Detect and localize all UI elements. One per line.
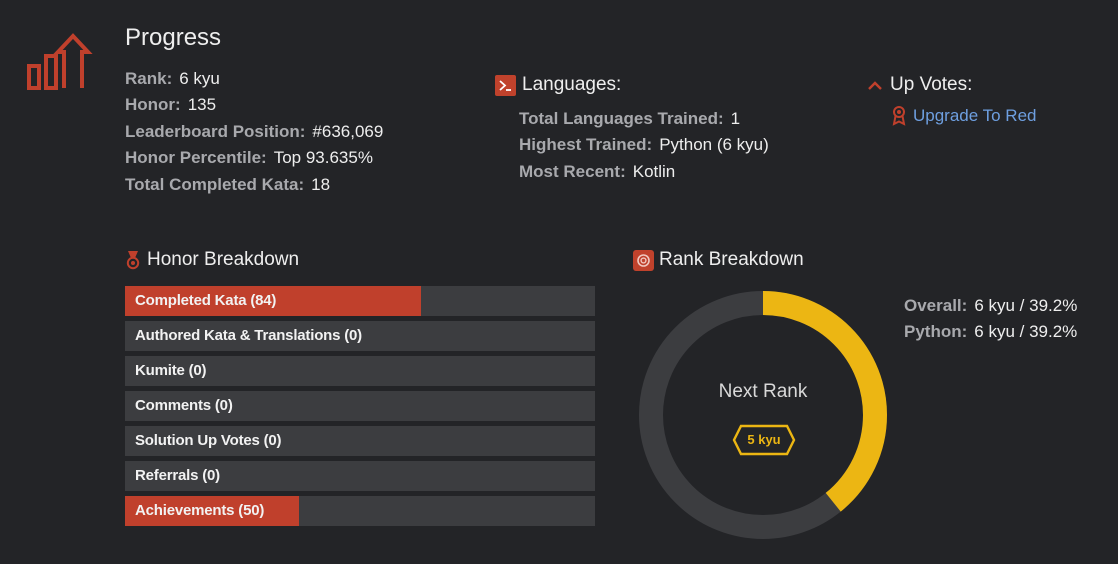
- page-title: Progress: [125, 24, 222, 51]
- donut-progress-arc: [639, 291, 887, 539]
- medal-icon: [126, 251, 140, 270]
- profile-stats: Rank: 6 kyu Honor: 135 Leaderboard Positio…: [125, 66, 383, 198]
- progress-chart-icon: [27, 33, 93, 90]
- terminal-icon: [495, 74, 516, 96]
- honor-breakdown-header: Honor Breakdown: [125, 249, 299, 271]
- rank-breakdown-header: Rank Breakdown: [633, 249, 804, 271]
- languages-title: Languages:: [522, 74, 622, 95]
- honor-bar-completed-kata: Completed Kata (84): [125, 286, 595, 316]
- upvotes-title: Up Votes:: [890, 74, 973, 95]
- stat-completed: Total Completed Kata: 18: [125, 174, 331, 194]
- stat-rank: Rank: 6 kyu: [125, 69, 220, 88]
- chevron-up-icon: [868, 81, 882, 90]
- next-rank-label: Next Rank: [718, 381, 808, 402]
- lang-highest: Highest Trained: Python (6 kyu): [519, 135, 769, 155]
- upvotes-header: Up Votes:: [866, 74, 972, 96]
- bar-fill: [125, 286, 422, 316]
- next-rank-value: 5 kyu: [747, 432, 781, 447]
- honor-bar-comments: Comments (0): [125, 391, 595, 421]
- stat-leaderboard: Leaderboard Position: #636,069: [125, 121, 384, 141]
- honor-breakdown-title: Honor Breakdown: [147, 249, 300, 270]
- stat-percentile: Honor Percentile: Top 93.635%: [125, 148, 373, 168]
- rank-hex-badge: [732, 424, 796, 456]
- stat-honor: Honor: 135: [125, 95, 217, 115]
- lang-recent: Most Recent: Kotlin: [519, 161, 676, 181]
- rank-overall: Overall: 6 kyu / 39.2%: [904, 296, 1078, 315]
- upgrade-to-red-link[interactable]: Upgrade To Red: [913, 106, 1037, 125]
- rank-progress-donut: [639, 291, 887, 539]
- rank-stats: Overall: 6 kyu / 39.2% Python: 6 kyu / 39.…: [904, 293, 1077, 345]
- honor-bar-kumite: Kumite (0): [125, 356, 595, 386]
- honor-bar-solution-upvotes: Solution Up Votes (0): [125, 426, 595, 456]
- upgrade-row: Upgrade To Red: [892, 106, 1037, 126]
- bar-fill: [125, 496, 299, 526]
- languages-stats: Total Languages Trained: 1 Highest Traine…: [519, 106, 769, 185]
- honor-bar-achievements: Achievements (50): [125, 496, 595, 526]
- honor-bar-authored-kata: Authored Kata & Translations (0): [125, 321, 595, 351]
- honor-bar-referrals: Referrals (0): [125, 461, 595, 491]
- rank-python: Python: 6 kyu / 39.2%: [904, 322, 1078, 341]
- honor-bars: Completed Kata (84) Authored Kata & Tran…: [125, 286, 595, 531]
- rank-target-icon: [633, 249, 654, 271]
- lang-total: Total Languages Trained: 1: [519, 109, 741, 128]
- award-ribbon-icon: [892, 106, 906, 126]
- languages-header: Languages:: [495, 74, 621, 96]
- rank-breakdown-title: Rank Breakdown: [659, 249, 804, 270]
